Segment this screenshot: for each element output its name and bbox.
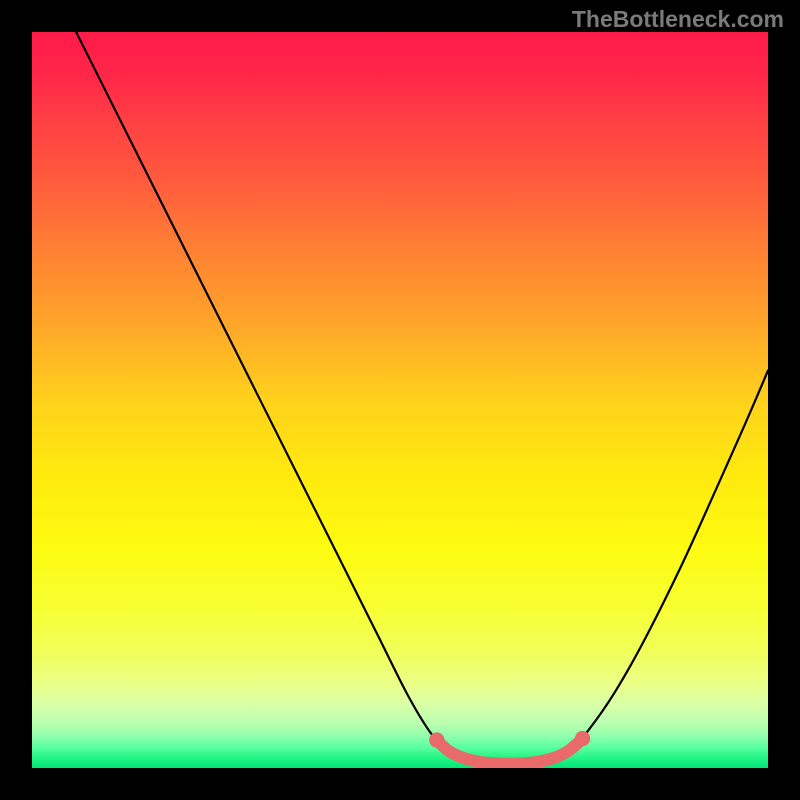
- optimal-range-endcap: [575, 731, 590, 746]
- plot-area: [32, 32, 768, 768]
- chart-container: { "watermark": { "text": "TheBottleneck.…: [0, 0, 800, 800]
- watermark-text: TheBottleneck.com: [572, 6, 784, 33]
- heatmap-background: [32, 32, 768, 768]
- chart-svg: [32, 32, 768, 768]
- optimal-range-endcap: [429, 732, 444, 747]
